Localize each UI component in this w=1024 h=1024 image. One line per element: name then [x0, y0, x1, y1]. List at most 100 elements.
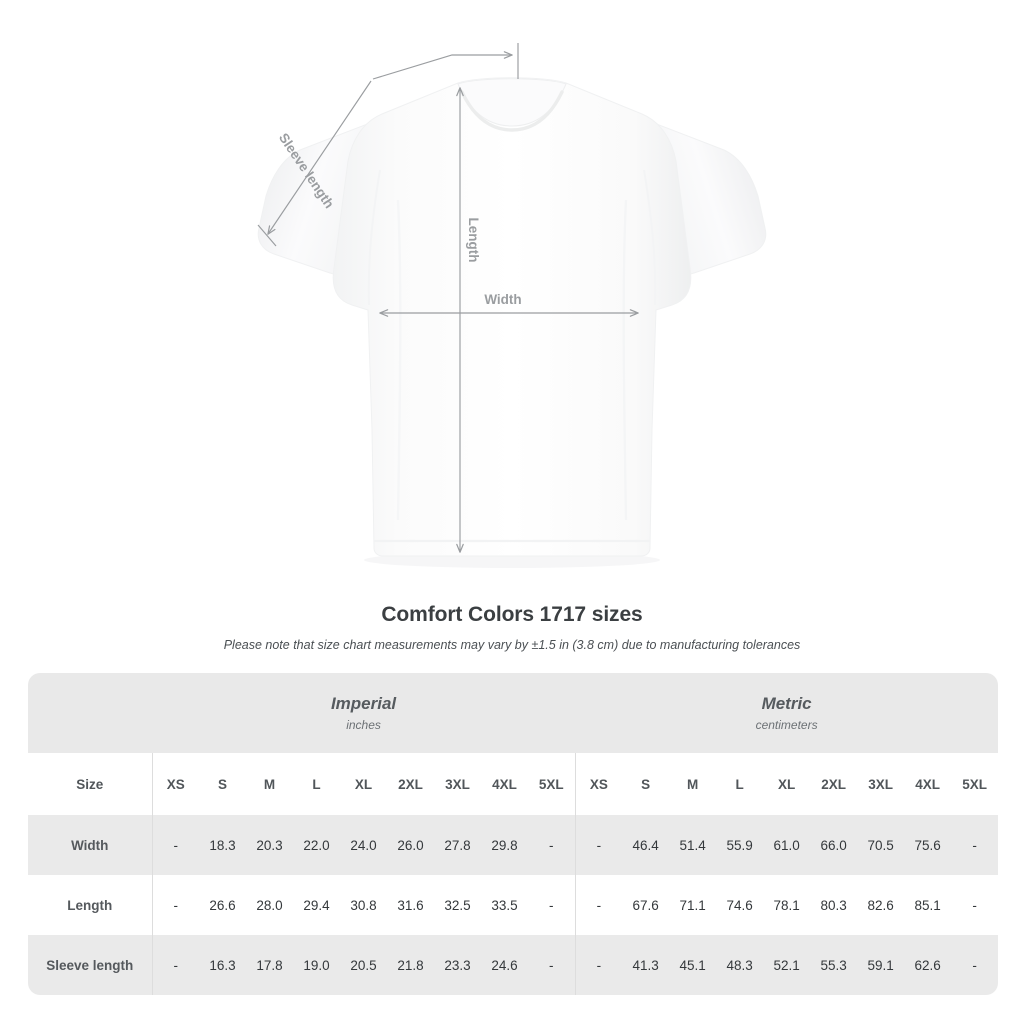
cell-sleeve-imperial-3xl: 23.3: [434, 935, 481, 995]
cell-width-metric-3xl: 70.5: [857, 815, 905, 875]
cell-length-imperial-m: 28.0: [246, 875, 293, 935]
cell-sleeve-metric-xs: -: [574, 935, 623, 995]
size-header-imperial-xl: XL: [340, 753, 387, 815]
cell-sleeve-metric-m: 45.1: [669, 935, 717, 995]
cell-length-imperial-4xl: 33.5: [481, 875, 528, 935]
size-header-metric-4xl: 4XL: [904, 753, 952, 815]
cell-sleeve-metric-s: 41.3: [622, 935, 670, 995]
size-header-imperial-m: M: [246, 753, 293, 815]
size-header-imperial-4xl: 4XL: [481, 753, 528, 815]
cell-length-metric-xs: -: [574, 875, 623, 935]
cell-sleeve-imperial-5xl: -: [528, 935, 576, 995]
unit-group-imperial: Imperial inches: [152, 673, 576, 753]
tolerance-note: Please note that size chart measurements…: [223, 638, 801, 652]
cell-sleeve-imperial-xs: -: [152, 935, 199, 995]
size-header-metric-l: L: [716, 753, 764, 815]
cell-sleeve-metric-5xl: -: [951, 935, 999, 995]
title-block: Comfort Colors 1717 sizes Please note th…: [0, 600, 1024, 653]
size-header-imperial-5xl: 5XL: [528, 753, 576, 815]
length-label: Length: [466, 218, 481, 263]
cell-length-imperial-s: 26.6: [199, 875, 246, 935]
unit-group-metric-name: Metric: [761, 693, 812, 713]
shirt-armhole-left: [367, 169, 381, 306]
cell-length-metric-s: 67.6: [622, 875, 670, 935]
table-row: Width - 18.3 20.3 22.0 24.0 26.0 27.8 29…: [28, 815, 999, 875]
cell-width-metric-l: 55.9: [716, 815, 764, 875]
size-header-imperial-2xl: 2XL: [387, 753, 434, 815]
cell-length-imperial-xs: -: [152, 875, 199, 935]
cell-width-metric-m: 51.4: [669, 815, 717, 875]
size-header-metric-2xl: 2XL: [810, 753, 858, 815]
cell-width-imperial-s: 18.3: [199, 815, 246, 875]
cell-length-metric-xl: 78.1: [763, 875, 811, 935]
cell-sleeve-imperial-m: 17.8: [246, 935, 293, 995]
size-header-imperial-3xl: 3XL: [434, 753, 481, 815]
row-label-sleeve-length: Sleeve length: [28, 935, 153, 995]
size-header-metric-m: M: [669, 753, 717, 815]
cell-length-metric-2xl: 80.3: [810, 875, 858, 935]
table-row: Sleeve length - 16.3 17.8 19.0 20.5 21.8…: [28, 935, 999, 995]
cell-width-imperial-xs: -: [152, 815, 199, 875]
size-header-imperial-s: S: [199, 753, 246, 815]
cell-width-imperial-2xl: 26.0: [387, 815, 434, 875]
measurement-guides: [257, 43, 639, 553]
cell-sleeve-metric-4xl: 62.6: [904, 935, 952, 995]
shirt-illustration: [257, 77, 767, 568]
cell-width-metric-4xl: 75.6: [904, 815, 952, 875]
cell-length-metric-5xl: -: [951, 875, 999, 935]
cell-sleeve-imperial-4xl: 24.6: [481, 935, 528, 995]
table-row: Length - 26.6 28.0 29.4 30.8 31.6 32.5 3…: [28, 875, 999, 935]
cell-width-imperial-xl: 24.0: [340, 815, 387, 875]
unit-group-metric-sub: centimeters: [755, 717, 818, 732]
unit-group-metric: Metric centimeters: [575, 673, 999, 753]
size-header-metric-5xl: 5XL: [951, 753, 999, 815]
shirt-fold-left: [396, 199, 402, 521]
shirt-body: [332, 77, 692, 557]
size-header-imperial-xs: XS: [152, 753, 199, 815]
cell-sleeve-metric-l: 48.3: [716, 935, 764, 995]
cell-length-imperial-xl: 30.8: [340, 875, 387, 935]
unit-group-imperial-name: Imperial: [330, 693, 397, 713]
cell-width-metric-s: 46.4: [622, 815, 670, 875]
cell-width-metric-xl: 61.0: [763, 815, 811, 875]
cell-width-imperial-m: 20.3: [246, 815, 293, 875]
cell-width-imperial-l: 22.0: [293, 815, 340, 875]
cell-sleeve-imperial-2xl: 21.8: [387, 935, 434, 995]
page-title: Comfort Colors 1717 sizes: [381, 603, 643, 626]
cell-length-metric-l: 74.6: [716, 875, 764, 935]
shirt-diagram-svg: Sleeve length Length Width: [257, 43, 767, 568]
unit-corner-cell: [28, 673, 152, 753]
unit-group-imperial-sub: inches: [346, 717, 381, 732]
size-chart-table: Imperial inches Metric centimeters Size …: [28, 673, 999, 995]
cell-length-metric-4xl: 85.1: [904, 875, 952, 935]
size-header-imperial-l: L: [293, 753, 340, 815]
cell-length-metric-m: 71.1: [669, 875, 717, 935]
cell-sleeve-metric-3xl: 59.1: [857, 935, 905, 995]
size-header-metric-3xl: 3XL: [857, 753, 905, 815]
cell-sleeve-imperial-xl: 20.5: [340, 935, 387, 995]
cell-sleeve-imperial-l: 19.0: [293, 935, 340, 995]
cell-width-imperial-5xl: -: [528, 815, 576, 875]
width-label: Width: [484, 292, 521, 307]
cell-sleeve-metric-2xl: 55.3: [810, 935, 858, 995]
row-label-length: Length: [28, 875, 153, 935]
cell-length-imperial-5xl: -: [528, 875, 576, 935]
shirt-armhole-right: [643, 169, 657, 306]
cell-width-metric-5xl: -: [951, 815, 999, 875]
cell-width-metric-xs: -: [574, 815, 623, 875]
shirt-fold-right: [622, 199, 628, 521]
cell-length-metric-3xl: 82.6: [857, 875, 905, 935]
shirt-collar-rib: [460, 90, 564, 132]
cell-width-imperial-3xl: 27.8: [434, 815, 481, 875]
size-chart-table-wrap: Imperial inches Metric centimeters Size …: [28, 673, 999, 995]
shirt-diagram-panel: Sleeve length Length Width: [257, 43, 767, 568]
cell-sleeve-metric-xl: 52.1: [763, 935, 811, 995]
cell-width-metric-2xl: 66.0: [810, 815, 858, 875]
cell-width-imperial-4xl: 29.8: [481, 815, 528, 875]
size-header-row: Size XS S M L XL 2XL 3XL 4XL 5XL XS S M …: [28, 753, 999, 815]
size-header-metric-s: S: [622, 753, 670, 815]
cell-length-imperial-l: 29.4: [293, 875, 340, 935]
size-header-metric-xs: XS: [574, 753, 623, 815]
size-header-metric-xl: XL: [763, 753, 811, 815]
sleeve-guide-line: [267, 80, 372, 235]
